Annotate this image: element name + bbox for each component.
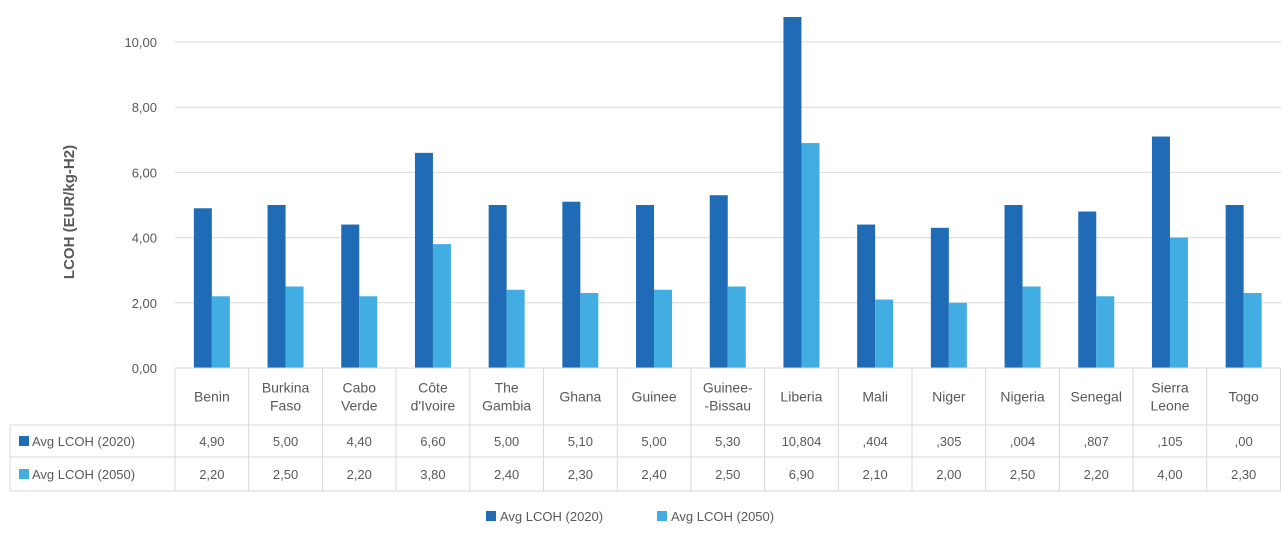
bar-2050	[1022, 286, 1041, 368]
table-cell: ,00	[1235, 434, 1253, 449]
category-label: Verde	[341, 398, 378, 414]
bar-2020	[562, 201, 581, 368]
bar-2050	[801, 143, 820, 368]
bar-2050	[211, 296, 230, 368]
bar-2050	[285, 286, 304, 368]
bar-2020	[857, 224, 876, 368]
table-cell: 5,00	[641, 434, 666, 449]
bar-2020	[1078, 211, 1097, 368]
bar-2020	[341, 224, 360, 368]
table-cell: 2,40	[494, 467, 519, 482]
category-label: Cabo	[343, 380, 377, 396]
table-cell: 6,90	[789, 467, 814, 482]
table-cell: 3,80	[420, 467, 445, 482]
category-label: Leone	[1150, 398, 1189, 414]
table-cell: 4,00	[1157, 467, 1182, 482]
table-cell: 10,804	[782, 434, 822, 449]
table-legend-key-2020	[19, 436, 29, 446]
y-axis-title: LCOH (EUR/kg-H2)	[61, 145, 78, 279]
bar-2020	[1225, 205, 1244, 368]
table-cell: 2,40	[641, 467, 666, 482]
bar-2050	[359, 296, 378, 368]
legend-swatch-2020	[486, 511, 496, 521]
bar-2050	[1243, 293, 1262, 368]
bar-2050	[1169, 237, 1188, 368]
y-tick-label: 2,00	[132, 296, 157, 311]
category-label: Faso	[270, 398, 301, 414]
bar-2050	[506, 289, 525, 368]
category-label: Senegal	[1071, 389, 1122, 405]
category-label: Gambia	[482, 398, 531, 414]
category-label: Mali	[862, 389, 888, 405]
table-cell: 5,30	[715, 434, 740, 449]
category-label: Togo	[1228, 389, 1259, 405]
bar-2020	[930, 227, 949, 368]
table-cell: 4,40	[347, 434, 372, 449]
table-cell: 2,30	[1231, 467, 1256, 482]
table-cell: 2,50	[1010, 467, 1035, 482]
bar-2020	[1004, 205, 1023, 368]
table-cell: 2,50	[715, 467, 740, 482]
bar-2020	[414, 152, 433, 368]
table-cell: 2,00	[936, 467, 961, 482]
bar-2020	[783, 17, 802, 368]
bar-2020	[488, 205, 507, 368]
bar-2020	[636, 205, 655, 368]
category-label: Liberia	[780, 389, 822, 405]
table-cell: 4,90	[199, 434, 224, 449]
table-cell: 6,60	[420, 434, 445, 449]
y-tick-label: 10,00	[124, 35, 157, 50]
bar-2050	[875, 299, 894, 368]
category-label: The	[495, 380, 519, 396]
table-cell: 2,50	[273, 467, 298, 482]
y-tick-label: 0,00	[132, 361, 157, 376]
table-cell: 2,20	[347, 467, 372, 482]
table-cell: ,807	[1084, 434, 1109, 449]
table-cell: 2,10	[862, 467, 887, 482]
table-cell: ,305	[936, 434, 961, 449]
category-label: Niger	[932, 389, 966, 405]
table-cell: 2,20	[199, 467, 224, 482]
bar-2020	[709, 195, 728, 368]
category-label: Nigeria	[1000, 389, 1045, 405]
y-tick-label: 8,00	[132, 100, 157, 115]
table-cell: 5,00	[494, 434, 519, 449]
bar-2050	[1096, 296, 1115, 368]
table-legend-key-2050	[19, 469, 29, 479]
category-label: Burkina	[262, 380, 310, 396]
bar-2020	[193, 208, 212, 368]
legend-label: Avg LCOH (2020)	[500, 509, 603, 524]
table-cell: 2,20	[1084, 467, 1109, 482]
legend-label: Avg LCOH (2050)	[671, 509, 774, 524]
table-row-header: Avg LCOH (2050)	[32, 467, 135, 482]
category-label: Côte	[418, 380, 448, 396]
bar-2050	[948, 302, 967, 368]
y-tick-label: 4,00	[132, 231, 157, 246]
bar-2050	[654, 289, 673, 368]
category-label: Guinee	[631, 389, 676, 405]
bar-2020	[1151, 136, 1170, 368]
table-cell: 2,30	[568, 467, 593, 482]
category-label: d'Ivoire	[411, 398, 456, 414]
bar-2050	[432, 244, 451, 368]
table-cell: 5,00	[273, 434, 298, 449]
bar-2050	[580, 293, 599, 368]
table-cell: ,105	[1157, 434, 1182, 449]
category-label: Benin	[194, 389, 230, 405]
category-label: Guinee-	[703, 380, 753, 396]
category-label: -Bissau	[704, 398, 751, 414]
table-cell: 5,10	[568, 434, 593, 449]
category-label: Sierra	[1151, 380, 1189, 396]
table-row-header: Avg LCOH (2020)	[32, 434, 135, 449]
legend-swatch-2050	[657, 511, 667, 521]
y-tick-label: 6,00	[132, 165, 157, 180]
bar-2050	[727, 286, 746, 368]
table-cell: ,404	[862, 434, 887, 449]
table-cell: ,004	[1010, 434, 1035, 449]
category-label: Ghana	[559, 389, 601, 405]
bar-2020	[267, 205, 286, 368]
